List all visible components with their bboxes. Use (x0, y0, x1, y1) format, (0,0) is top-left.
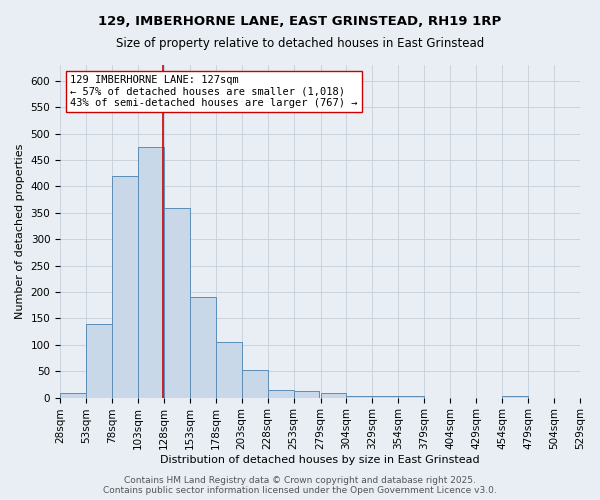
Bar (293, 390, 319, 398)
Bar (164, 208, 190, 398)
Bar (60, 394, 86, 398)
Bar (320, 393, 346, 398)
Bar (398, 396, 424, 398)
Text: 129 IMBERHORNE LANE: 127sqm
← 57% of detached houses are smaller (1,018)
43% of : 129 IMBERHORNE LANE: 127sqm ← 57% of det… (70, 75, 358, 108)
Bar (502, 396, 528, 398)
Bar (268, 390, 293, 398)
Bar (190, 298, 216, 398)
Bar (86, 324, 112, 398)
Y-axis label: Number of detached properties: Number of detached properties (15, 144, 25, 319)
Bar (112, 176, 138, 398)
Text: 129, IMBERHORNE LANE, EAST GRINSTEAD, RH19 1RP: 129, IMBERHORNE LANE, EAST GRINSTEAD, RH… (98, 15, 502, 28)
Bar (242, 370, 268, 398)
Bar (138, 147, 164, 398)
Bar (373, 396, 398, 398)
Bar (216, 342, 242, 398)
Bar (346, 396, 373, 398)
X-axis label: Distribution of detached houses by size in East Grinstead: Distribution of detached houses by size … (160, 455, 480, 465)
Text: Contains HM Land Registry data © Crown copyright and database right 2025.
Contai: Contains HM Land Registry data © Crown c… (103, 476, 497, 495)
Text: Size of property relative to detached houses in East Grinstead: Size of property relative to detached ho… (116, 38, 484, 51)
